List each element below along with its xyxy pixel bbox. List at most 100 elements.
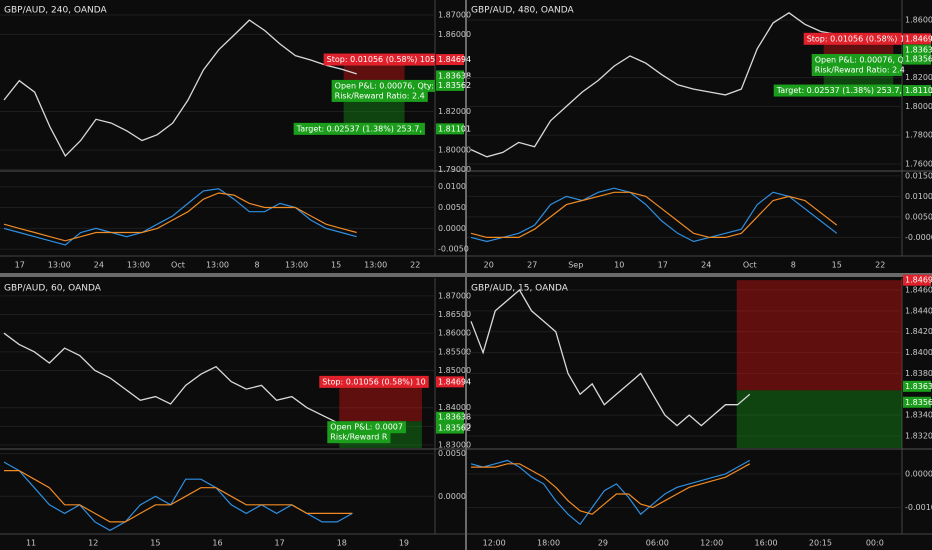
price-tag-label: 1.84694 xyxy=(905,34,932,43)
x-tick-label: 17 xyxy=(15,261,25,270)
y-tick-label: 1.87000 xyxy=(438,11,471,20)
y-tick-label: 1.84000 xyxy=(905,348,932,357)
risk-zone xyxy=(736,280,902,391)
chart-title: GBP/AUD, 480, OANDA xyxy=(471,6,574,16)
open-label-box xyxy=(811,54,902,67)
panel: 1.79000 1.80000 1.82000 1.86000 1.87000 -0.00… xyxy=(0,0,471,270)
open-label-box xyxy=(331,89,428,102)
price-tag xyxy=(903,274,931,286)
y-tick-label: 1.82000 xyxy=(905,73,932,82)
open-label: Risk/Reward R xyxy=(330,433,388,442)
price-tag-label: 1.83562 xyxy=(438,81,471,90)
x-tick-label: 27 xyxy=(527,261,537,270)
x-tick-label: 19 xyxy=(399,539,409,548)
y-tick-label: 1.83000 xyxy=(438,441,471,450)
open-label-box xyxy=(327,431,391,444)
price-tag xyxy=(903,33,931,45)
x-tick-label: 18:00 xyxy=(537,539,560,548)
price-tag xyxy=(436,70,464,82)
stop-label: Stop: 0.01056 (0.58%) 10 xyxy=(322,377,425,386)
stop-label: Stop: 0.01056 (0.58%) 105.6, xyxy=(327,55,446,64)
chart-title: GBP/AUD, 240, OANDA xyxy=(4,6,107,16)
price-tag-label: 1.83562 xyxy=(438,424,471,433)
y-tick-label: 1.78000 xyxy=(905,131,932,140)
price-tag xyxy=(436,123,464,135)
price-tag-label: 1.84694 xyxy=(905,276,932,285)
open-label-box xyxy=(331,79,435,92)
x-tick-label: 22 xyxy=(875,261,885,270)
risk-zone xyxy=(339,381,422,422)
y-tick-label: 1.79000 xyxy=(438,165,471,174)
price-line xyxy=(3,19,357,157)
x-tick-label: 29 xyxy=(598,539,608,548)
x-tick-label: 8 xyxy=(791,261,796,270)
x-tick-label: 18 xyxy=(337,539,347,548)
price-tag xyxy=(903,53,931,65)
x-tick-label: 17 xyxy=(658,261,668,270)
open-label: Risk/Reward Ratio: 2.4 xyxy=(815,66,905,75)
y-tick-label: 1.85500 xyxy=(438,347,471,356)
target-label: Target: 0.02537 (1.38%) 253.7, Amount: xyxy=(776,86,932,95)
y-tick-label: -0.0050 xyxy=(438,245,469,254)
chart-title: GBP/AUD, 60, OANDA xyxy=(4,284,102,294)
price-tag-label: 1.84694 xyxy=(438,377,471,386)
open-label-box xyxy=(327,421,406,434)
y-tick-label: -0.0000 xyxy=(905,233,932,242)
y-tick-label: 1.86000 xyxy=(438,329,471,338)
x-tick-label: 20:15 xyxy=(809,539,832,548)
x-tick-label: 11 xyxy=(26,539,36,548)
x-tick-label: 15 xyxy=(331,261,341,270)
x-tick-label: 20 xyxy=(484,261,494,270)
x-tick-label: 8 xyxy=(254,261,259,270)
price-tag xyxy=(436,54,464,66)
y-tick-label: 1.86000 xyxy=(438,30,471,39)
y-tick-label: 0.0050 xyxy=(438,203,466,212)
x-tick-label: 12:00 xyxy=(700,539,723,548)
y-tick-label: 1.87000 xyxy=(438,291,471,300)
price-line xyxy=(470,12,837,158)
price-tag-label: 1.83562 xyxy=(905,55,932,64)
price-line xyxy=(3,332,353,428)
open-label: Open P&L: 0.00076, Qty: xyxy=(335,81,434,90)
open-label: Open P&L: 0.0007 xyxy=(330,423,403,432)
x-tick-label: 24 xyxy=(94,261,104,270)
price-tag xyxy=(903,380,931,392)
price-tag-label: 1.83638 xyxy=(905,46,932,55)
y-tick-label: 1.80000 xyxy=(438,146,471,155)
y-tick-label: 1.85000 xyxy=(438,366,471,375)
target-label-box xyxy=(293,122,425,135)
y-tick-label: 1.76000 xyxy=(905,159,932,168)
panel: 1.76000 1.78000 1.80000 1.82000 1.86000 -0.00… xyxy=(467,0,932,270)
x-tick-label: Oct xyxy=(743,261,757,270)
y-tick-label: 0.0050 xyxy=(905,212,932,221)
x-tick-label: 12:00 xyxy=(483,539,506,548)
price-tag-label: 1.81101 xyxy=(438,124,471,133)
y-tick-label: 0.0100 xyxy=(905,192,932,201)
x-tick-label: 13:00 xyxy=(206,261,229,270)
x-tick-label: 13:00 xyxy=(127,261,150,270)
y-tick-label: 1.83200 xyxy=(905,432,932,441)
x-tick-label: Oct xyxy=(171,261,185,270)
y-tick-label: 0.0000 xyxy=(438,492,466,501)
x-tick-label: 22 xyxy=(410,261,420,270)
price-line xyxy=(470,288,751,427)
y-tick-label: 1.84400 xyxy=(905,306,932,315)
signal-line xyxy=(3,192,357,242)
x-tick-label: 00:0 xyxy=(866,539,884,548)
stop-label: Stop: 0.01056 (0.58%) 105.6, Amount: xyxy=(807,34,932,43)
stop-label-box xyxy=(319,375,429,388)
x-tick-label: 16:00 xyxy=(755,539,778,548)
price-tag xyxy=(436,376,464,388)
price-tag xyxy=(903,85,931,97)
price-tag xyxy=(903,396,931,408)
x-tick-label: Sep xyxy=(568,261,583,270)
y-tick-label: 1.86000 xyxy=(905,16,932,25)
price-tag-label: 1.81101 xyxy=(905,86,932,95)
open-label-box xyxy=(811,64,902,77)
x-tick-label: 10 xyxy=(614,261,624,270)
stop-label-box xyxy=(803,32,902,45)
x-tick-label: 13:00 xyxy=(48,261,71,270)
